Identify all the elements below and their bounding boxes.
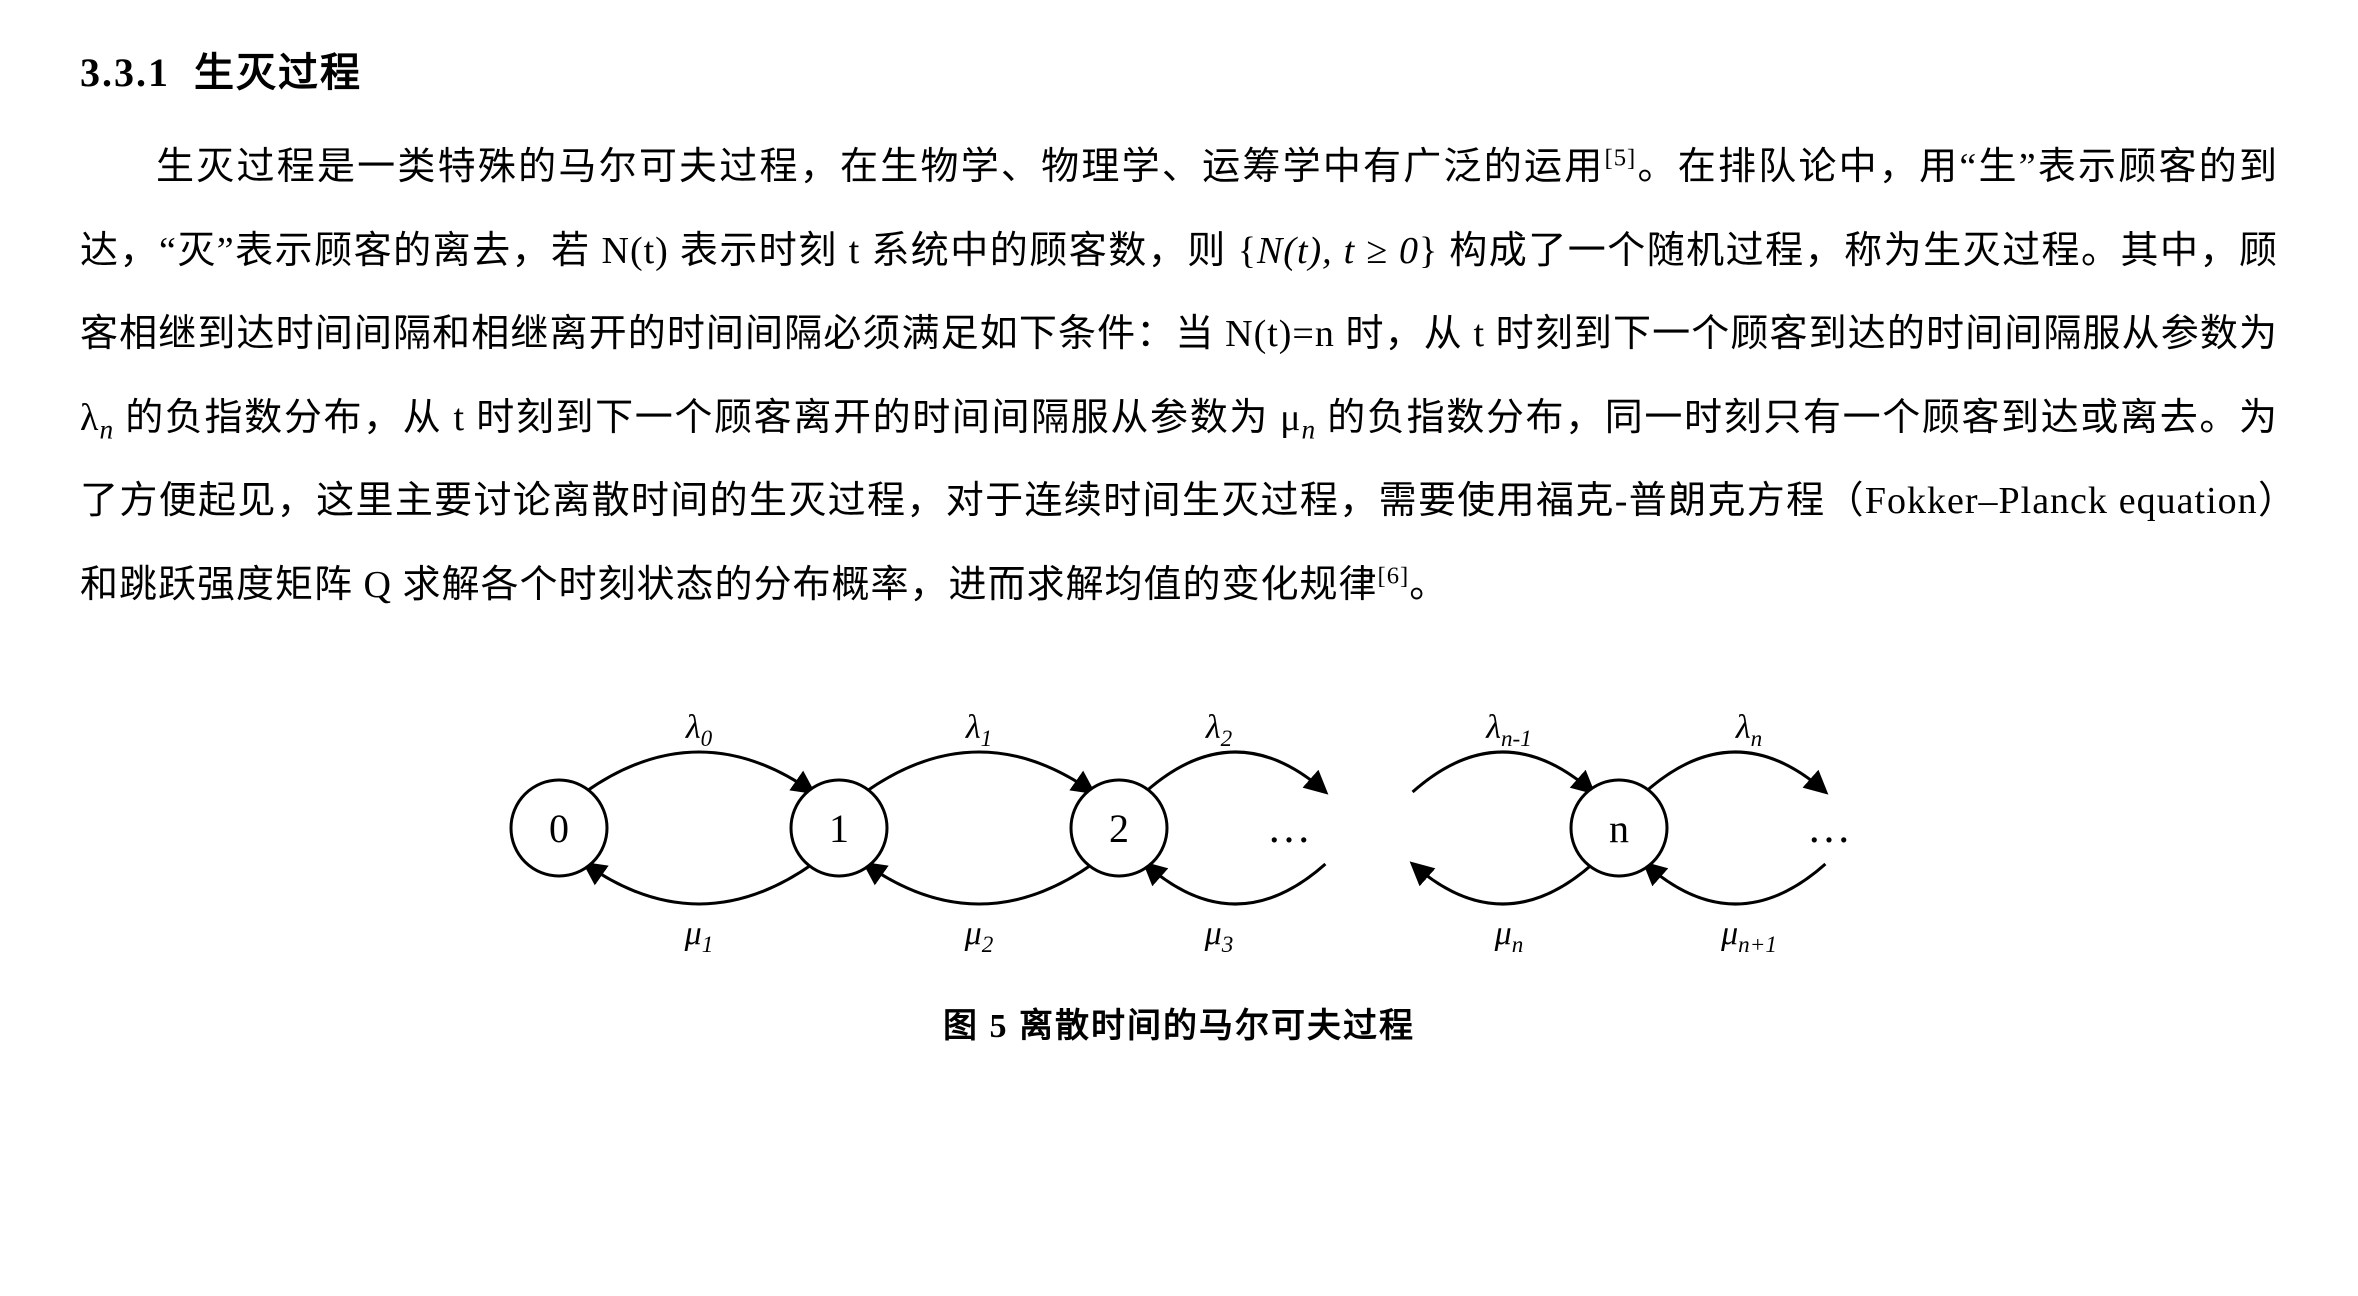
- svg-text:0: 0: [549, 806, 569, 851]
- text-run: 时刻到下一个顾客离开的时间间隔服从参数为: [465, 397, 1280, 439]
- body-paragraph: 生灭过程是一类特殊的马尔可夫过程，在生物学、物理学、运筹学中有广泛的运用[5] 。…: [80, 126, 2278, 628]
- text-run: 系统中的顾客数，则: [860, 230, 1237, 272]
- math-inline: N(t)=n: [1225, 313, 1335, 355]
- math-inline: N(t), t ≥ 0: [1257, 230, 1419, 272]
- section-number: 3.3.1: [80, 50, 170, 95]
- text-run: 生灭过程是一类特殊的马尔可夫过程，在生物学、物理学、运筹学中有广泛的运用: [156, 146, 1604, 188]
- math-inline: {: [1238, 230, 1257, 272]
- svg-text:1: 1: [829, 806, 849, 851]
- svg-text:λ0: λ0: [685, 709, 713, 752]
- svg-text:2: 2: [1109, 806, 1129, 851]
- text-run: 。: [1409, 564, 1448, 606]
- figure-caption-text: 离散时间的马尔可夫过程: [1009, 1008, 1416, 1045]
- svg-text:λ1: λ1: [965, 709, 992, 752]
- section-heading: 3.3.1 生灭过程: [80, 40, 2278, 98]
- math-inline: t: [1473, 313, 1485, 355]
- markov-chain-diagram: 0 1 2 n … … λ0 λ1 λ2 λn-1 λn μ1 μ2 μ3 μn μn+1: [419, 678, 1939, 958]
- svg-text:λn-1: λn-1: [1485, 709, 1532, 752]
- svg-text:λn: λn: [1735, 709, 1762, 752]
- svg-text:μn: μn: [1494, 915, 1524, 958]
- text-run: 时，从: [1335, 313, 1474, 355]
- math-inline: Fokker–Planck equation: [1865, 480, 2258, 522]
- math-subscript: n: [99, 414, 114, 444]
- math-inline: t: [849, 230, 861, 272]
- math-inline: λ: [80, 397, 99, 439]
- text-run: 的负指数分布，从: [114, 397, 453, 439]
- math-inline: N(t): [602, 230, 669, 272]
- svg-text:μ3: μ3: [1204, 915, 1234, 958]
- math-subscript: n: [1301, 414, 1316, 444]
- math-inline: μ: [1280, 397, 1301, 439]
- text-run: 时刻到下一个顾客到达的时间间隔服从参数为: [1485, 313, 2278, 355]
- svg-text:n: n: [1609, 806, 1629, 851]
- svg-text:μ1: μ1: [684, 915, 714, 958]
- text-run: 表示时刻: [669, 230, 849, 272]
- math-inline: t: [454, 397, 466, 439]
- svg-text:…: …: [1807, 803, 1851, 852]
- section-title: 生灭过程: [194, 50, 362, 95]
- svg-text:μ2: μ2: [964, 915, 994, 958]
- citation-ref: [5]: [1604, 144, 1636, 171]
- svg-text:λ2: λ2: [1205, 709, 1233, 752]
- figure-5: 0 1 2 n … … λ0 λ1 λ2 λn-1 λn μ1 μ2 μ3 μn μn+1 图 5 离散时间的…: [80, 678, 2278, 1047]
- citation-ref: [6]: [1377, 562, 1409, 589]
- text-run: 求解各个时刻状态的分布概率，进而求解均值的变化规律: [392, 564, 1378, 606]
- figure-number: 5: [990, 1008, 1009, 1045]
- figure-caption-prefix: 图: [943, 1008, 990, 1045]
- figure-caption: 图 5 离散时间的马尔可夫过程: [80, 998, 2278, 1047]
- math-inline: Q: [364, 564, 392, 606]
- svg-text:…: …: [1267, 803, 1311, 852]
- svg-text:μn+1: μn+1: [1720, 915, 1777, 958]
- math-inline: }: [1419, 230, 1438, 272]
